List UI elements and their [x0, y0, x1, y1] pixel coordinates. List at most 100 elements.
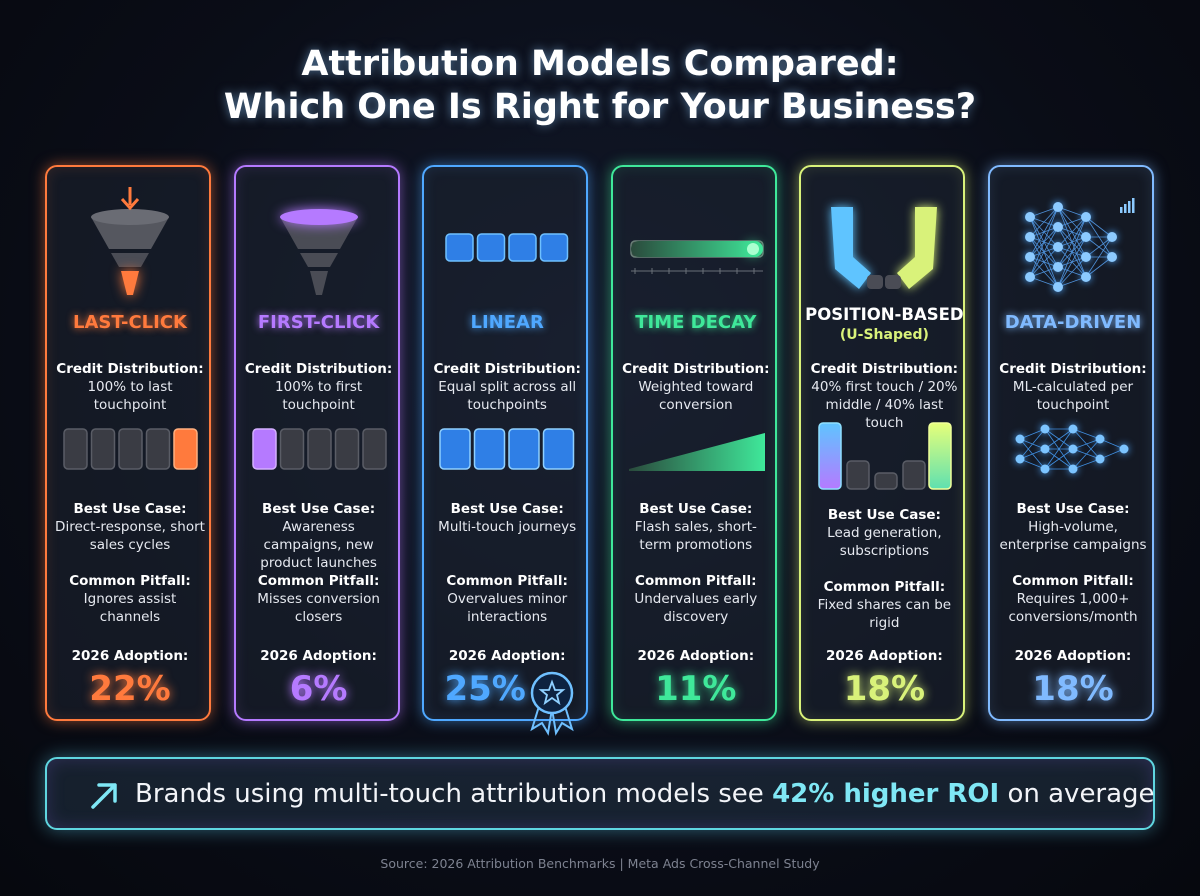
credit-text: Equal split across all touchpoints — [438, 379, 577, 413]
credit-visual — [628, 433, 765, 471]
node — [1053, 202, 1063, 212]
u-mid — [885, 275, 902, 289]
node — [1119, 444, 1129, 454]
block — [306, 428, 332, 470]
node — [1081, 212, 1091, 222]
block — [439, 428, 471, 470]
edge — [1044, 428, 1074, 450]
arrow — [91, 783, 117, 809]
funnel-body — [91, 217, 169, 249]
label: Credit Distribution: — [244, 361, 393, 377]
mini-bar — [1132, 198, 1135, 213]
node — [1081, 232, 1091, 242]
edge — [1057, 236, 1087, 288]
card-icon — [91, 187, 169, 295]
progress-glow — [746, 243, 759, 255]
label: Common Pitfall: — [1012, 573, 1134, 589]
card-icon — [445, 233, 569, 262]
ribbon — [530, 702, 574, 736]
node — [1053, 242, 1063, 252]
edge — [1029, 206, 1059, 278]
edge — [1072, 458, 1101, 470]
node — [1107, 252, 1117, 262]
label: Common Pitfall: — [635, 573, 757, 589]
edge — [1057, 216, 1087, 288]
edge — [1019, 428, 1046, 460]
edge — [1085, 256, 1113, 278]
block — [279, 428, 304, 470]
node — [1068, 424, 1078, 434]
block — [334, 428, 359, 470]
block — [361, 428, 387, 470]
card: LAST-CLICK Credit Distribution: 100% to la… — [45, 165, 211, 721]
label: Best Use Case: — [450, 501, 564, 517]
node — [1053, 282, 1063, 292]
label: Credit Distribution: — [810, 361, 959, 377]
block — [928, 422, 953, 490]
adoption-value: 6% — [289, 669, 348, 709]
block — [63, 428, 88, 470]
banner-before: Brands using multi-touch attribution mod… — [135, 779, 764, 809]
credit-text: Weighted toward conversion — [638, 379, 754, 413]
funnel-rim — [279, 209, 358, 225]
card: FIRST-CLICK Credit Distribution: 100% to f… — [233, 165, 400, 721]
edge — [1072, 428, 1101, 440]
pitfall-text: Requires 1,000+ conversions/month — [1008, 591, 1138, 625]
block — [118, 428, 143, 470]
card-subtitle: (U-Shaped) — [839, 327, 929, 343]
node — [1015, 454, 1025, 464]
label: Best Use Case: — [262, 501, 376, 517]
edge — [1044, 448, 1074, 470]
label: Common Pitfall: — [69, 573, 191, 589]
label: Credit Distribution: — [999, 361, 1147, 377]
label: Common Pitfall: — [257, 573, 380, 589]
label: Best Use Case: — [639, 501, 753, 517]
banner: Brands using multi-touch attribution mod… — [45, 757, 1155, 830]
edge — [1057, 256, 1087, 288]
u-right — [897, 207, 938, 289]
label: Best Use Case: — [827, 507, 941, 523]
block — [508, 233, 537, 262]
title-line: Which One Is Right for Your Business? — [223, 87, 977, 127]
edge — [1072, 438, 1101, 470]
card-icon — [831, 207, 938, 289]
use-text: Awareness campaigns, new product launche… — [260, 519, 377, 571]
node — [1040, 424, 1050, 434]
node — [1025, 272, 1035, 282]
banner-text: Brands using multi-touch attribution mod… — [135, 779, 1155, 809]
block — [539, 233, 569, 262]
block — [476, 233, 506, 262]
block — [508, 428, 540, 470]
pitfall-text: Fixed shares can be rigid — [817, 597, 952, 631]
credit-text: 100% to last touchpoint — [87, 379, 173, 413]
mini-bar — [1120, 207, 1123, 213]
title-line: Attribution Models Compared: — [301, 44, 899, 84]
label: Credit Distribution: — [56, 361, 204, 377]
card-icon — [1025, 198, 1135, 292]
use-text: High-volume, enterprise campaigns — [999, 519, 1147, 553]
credit-text: 40% first touch / 20% middle / 40% last … — [811, 379, 958, 431]
block — [173, 428, 198, 470]
block — [473, 428, 506, 470]
label: 2026 Adoption: — [1014, 648, 1132, 664]
credit-visual — [251, 428, 387, 470]
use-text: Lead generation, subscriptions — [827, 525, 942, 559]
label: Common Pitfall: — [823, 579, 946, 595]
label: 2026 Adoption: — [826, 648, 943, 664]
node — [1053, 222, 1063, 232]
adoption-value: 18% — [1032, 669, 1114, 709]
edge — [1029, 246, 1059, 278]
banner-highlight: 42% higher ROI — [772, 779, 1000, 809]
node — [1025, 232, 1035, 242]
source: Source: 2026 Attribution Benchmarks | Me… — [380, 856, 820, 871]
label: 2026 Adoption: — [448, 648, 566, 664]
star — [538, 679, 566, 706]
pitfall-text: Undervalues early discovery — [634, 591, 758, 625]
card: POSITION-BASED (U-Shaped) Credit Distribut… — [799, 165, 966, 721]
label: 2026 Adoption: — [260, 648, 377, 664]
node — [1040, 464, 1050, 474]
node — [1053, 262, 1063, 272]
pitfall-text: Misses conversion closers — [257, 591, 380, 625]
block — [846, 460, 871, 490]
